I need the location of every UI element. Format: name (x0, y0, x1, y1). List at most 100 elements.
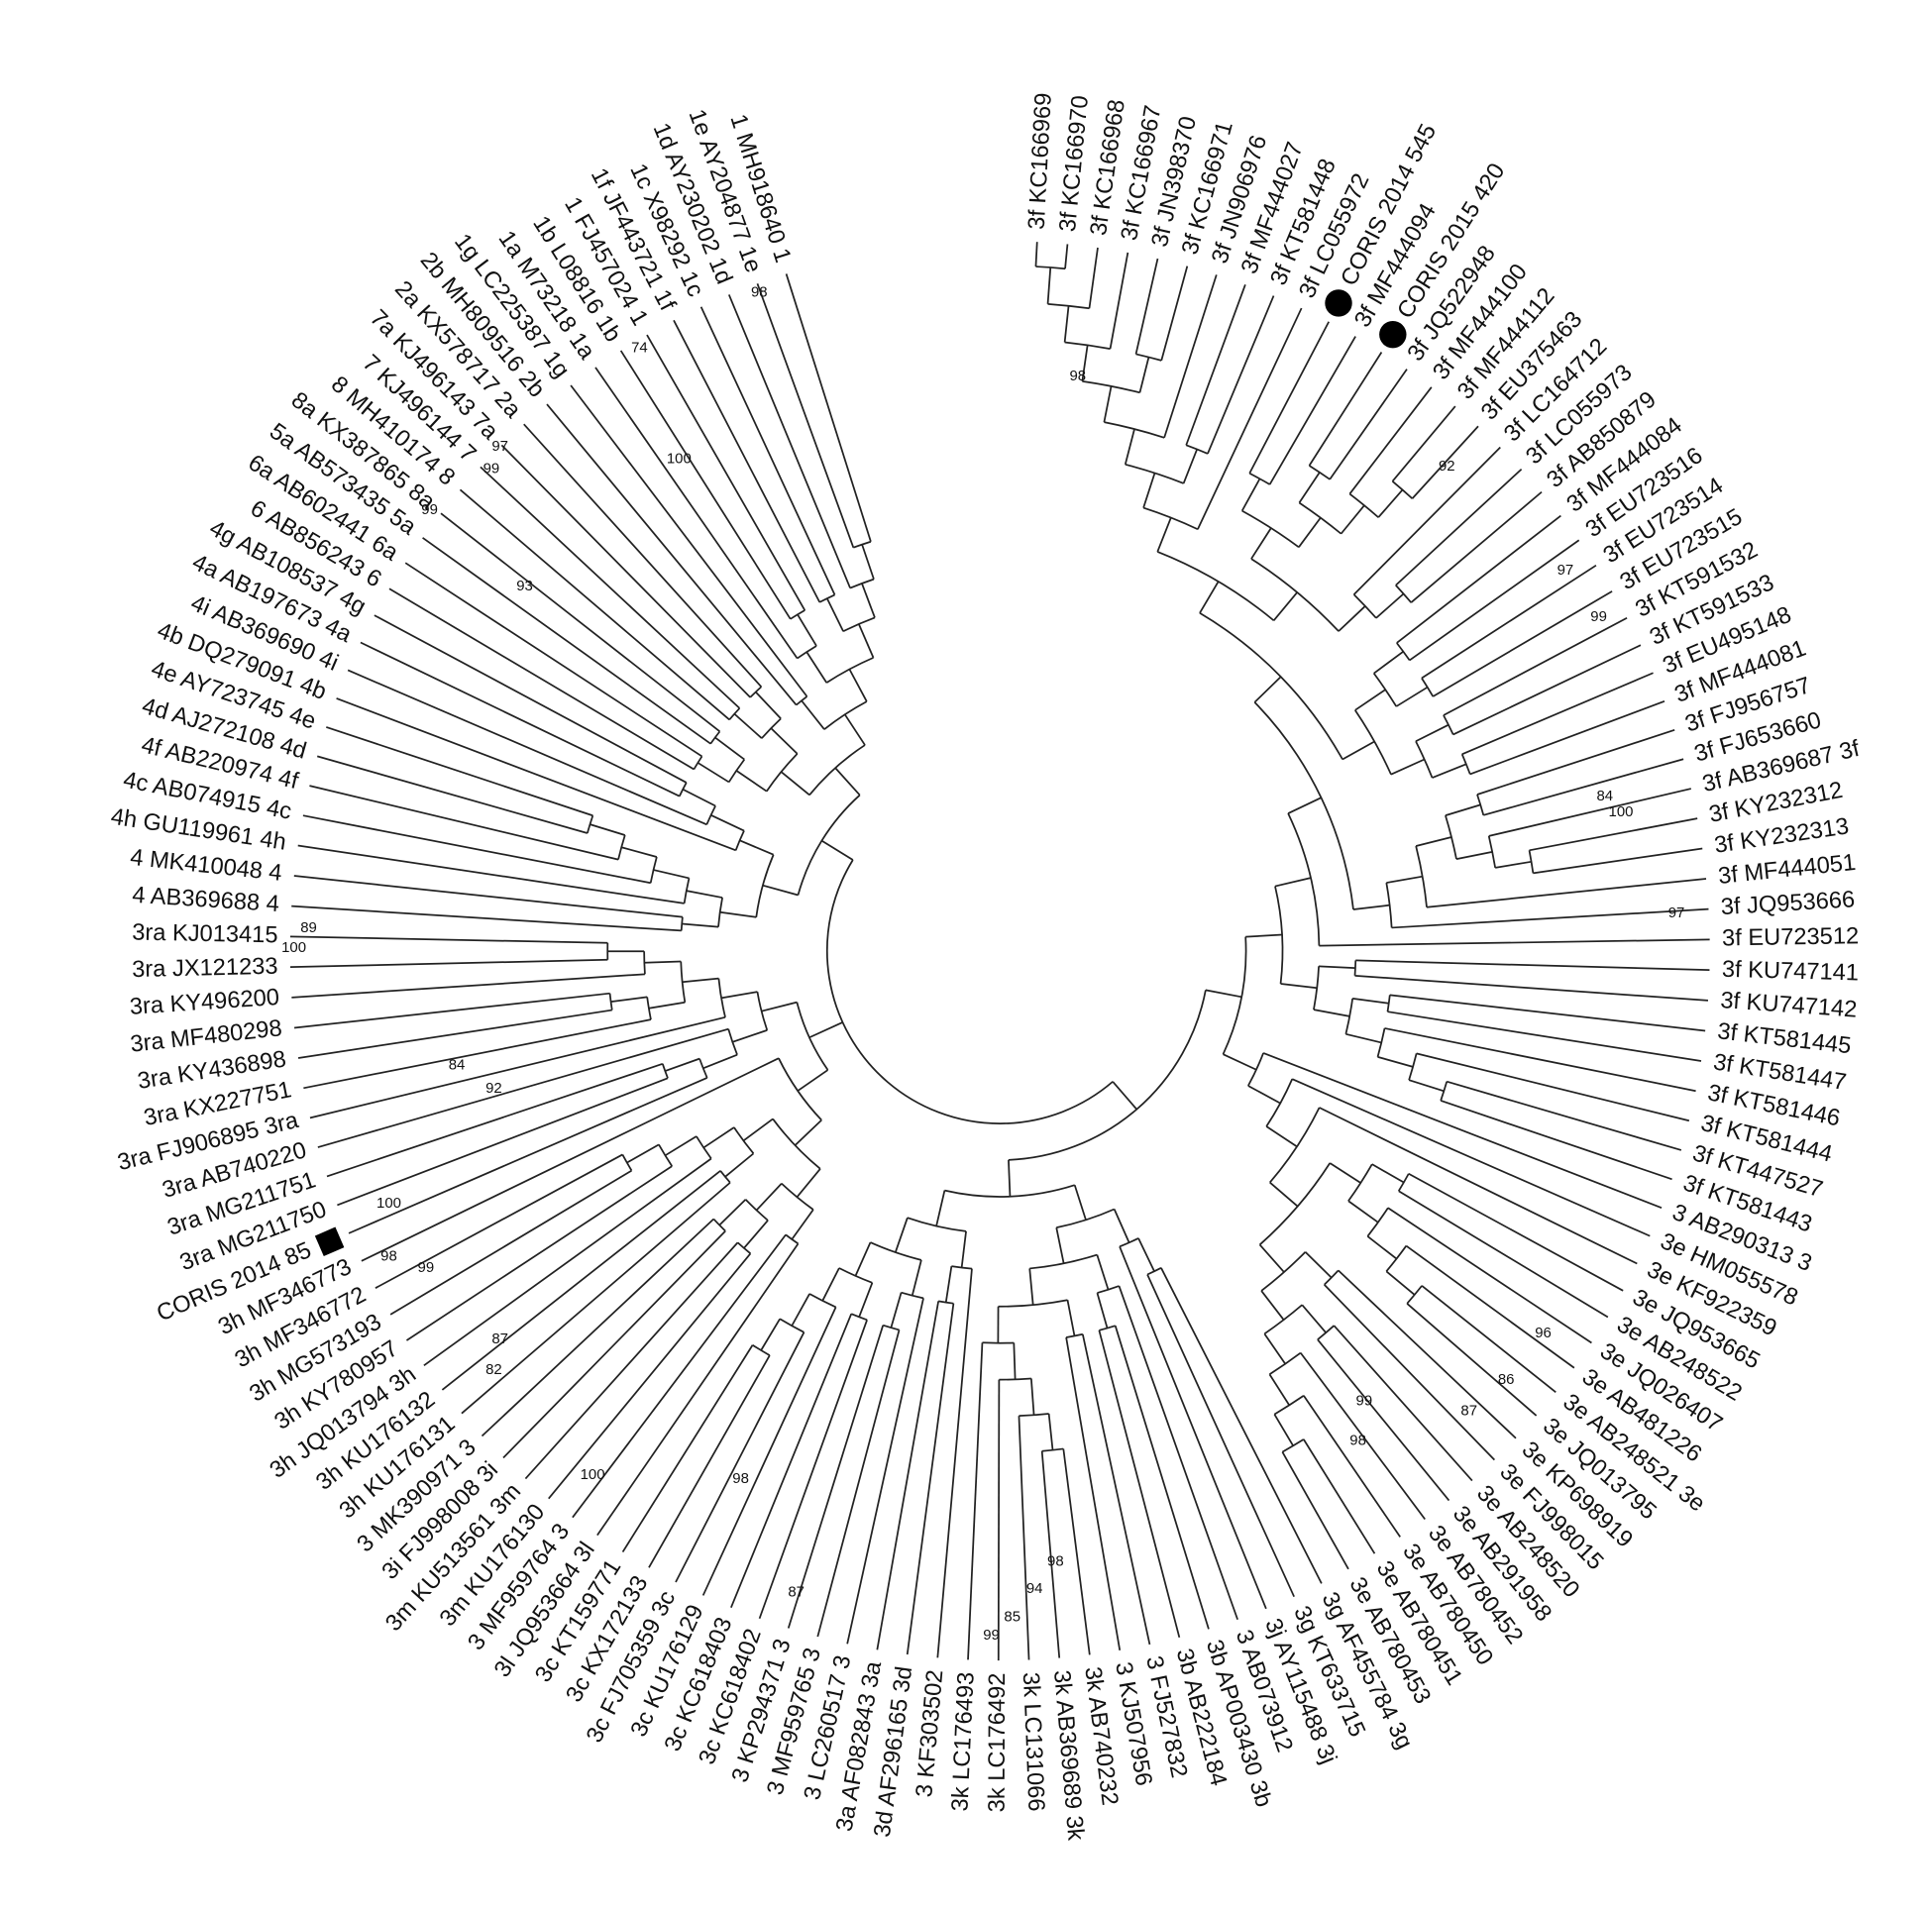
support-value: 97 (1668, 904, 1685, 921)
branch (374, 614, 688, 784)
branch (289, 935, 608, 944)
branch (423, 1157, 712, 1367)
branch (1338, 605, 1366, 632)
branch (297, 1009, 612, 1059)
branch (546, 403, 798, 706)
branch (1096, 1292, 1109, 1329)
support-value: 87 (1460, 1402, 1477, 1419)
branch (1384, 1027, 1696, 1093)
support-value: 99 (1356, 1392, 1373, 1409)
leaf-label: 3ra JX121233 (132, 954, 278, 983)
support-value: 100 (667, 451, 692, 468)
branch (441, 1170, 721, 1391)
support-value: 98 (1047, 1552, 1064, 1569)
branch (1408, 1079, 1445, 1093)
branch (1185, 284, 1246, 446)
branch (727, 294, 851, 588)
branch (1118, 1285, 1238, 1621)
leaf-label: 3 KF303502 (912, 1669, 948, 1799)
branch (967, 1342, 984, 1660)
branch (1163, 274, 1218, 439)
branch-arc (1269, 1107, 1321, 1184)
branch (1119, 1245, 1267, 1610)
branch (1065, 1336, 1122, 1650)
branch (1260, 1290, 1285, 1321)
branch (1355, 959, 1710, 972)
branch (1113, 1209, 1130, 1243)
branch (702, 1126, 735, 1149)
branch (303, 1018, 652, 1090)
branch (1207, 295, 1275, 455)
branch (858, 623, 875, 659)
branch-arc (1156, 551, 1275, 622)
branch (808, 1021, 843, 1039)
branch (648, 1354, 771, 1568)
branch (1354, 974, 1709, 1002)
branch (735, 770, 768, 793)
leaf-label: 3f MF444051 (1717, 850, 1857, 890)
branch (289, 958, 608, 969)
branch (1352, 904, 1390, 910)
support-value: 84 (449, 1056, 466, 1073)
branch (404, 562, 702, 758)
branch (1529, 817, 1698, 852)
branch (719, 910, 757, 918)
branch (1313, 1009, 1350, 1017)
support-value: 100 (281, 939, 306, 956)
branch (826, 597, 844, 632)
branch (1146, 1274, 1295, 1598)
support-value: 98 (380, 1248, 397, 1265)
branch (348, 1077, 708, 1234)
branch (653, 869, 690, 880)
branch (1345, 1032, 1382, 1044)
branch (1199, 581, 1220, 614)
branch (821, 1267, 840, 1302)
branch (1008, 1159, 1012, 1197)
branch (858, 1282, 874, 1318)
branch (1248, 321, 1330, 475)
branch (1415, 836, 1452, 847)
branch (805, 651, 828, 684)
support-value: 84 (1596, 788, 1613, 804)
support-value: 99 (418, 1259, 435, 1276)
branch (1280, 983, 1318, 990)
branch (1377, 1056, 1414, 1068)
branch (801, 699, 825, 730)
branch (1112, 1081, 1137, 1111)
branch (1088, 247, 1099, 309)
support-value: 99 (483, 461, 500, 478)
branch (461, 1182, 731, 1415)
branch (1134, 258, 1159, 355)
support-value: 98 (1069, 368, 1086, 384)
branch (1488, 788, 1691, 837)
branch (732, 1029, 768, 1043)
branch (1324, 1284, 1496, 1461)
branch (1263, 1332, 1286, 1365)
branch (388, 587, 695, 771)
branch (876, 1301, 940, 1650)
branch (309, 785, 619, 861)
branch (906, 1303, 955, 1655)
branch (1272, 591, 1298, 621)
branch (297, 844, 685, 904)
branch (686, 890, 723, 899)
support-value: 96 (1535, 1325, 1552, 1341)
branch (1329, 1162, 1361, 1184)
leaf-label: 3f JQ953666 (1720, 887, 1856, 920)
branch (336, 697, 736, 852)
branch (1469, 699, 1665, 776)
branch (1064, 244, 1069, 269)
support-value: 100 (376, 1195, 401, 1212)
branch (594, 367, 799, 660)
branch (1348, 386, 1433, 495)
branch (1300, 1352, 1426, 1521)
branch (1387, 1207, 1592, 1344)
branch (1342, 740, 1375, 761)
branch (1274, 877, 1312, 888)
support-value: 98 (1349, 1432, 1366, 1448)
branch (1395, 686, 1429, 707)
support-value: 74 (631, 340, 648, 357)
branch (1103, 385, 1113, 423)
branch (1063, 305, 1070, 343)
support-value: 100 (581, 1466, 605, 1483)
